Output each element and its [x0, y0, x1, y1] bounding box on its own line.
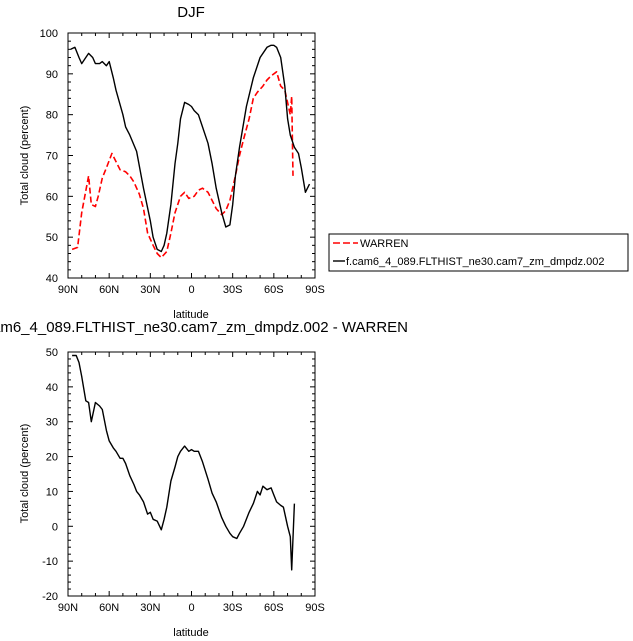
- x-tick-label: 90S: [305, 602, 325, 614]
- difference-plot-frame: [67, 351, 316, 597]
- x-tick-label: 30N: [140, 284, 160, 296]
- djf-x-axis-label: latitude: [173, 309, 208, 321]
- y-tick-label: 20: [46, 452, 58, 464]
- legend-label-model: f.cam6_4_089.FLTHIST_ne30.cam7_zm_dmpdz.…: [346, 256, 604, 268]
- difference-panel: am6_4_089.FLTHIST_ne30.cam7_zm_dmpdz.002…: [0, 319, 408, 639]
- djf-plot-frame: [67, 32, 316, 279]
- legend-box: [328, 233, 629, 272]
- y-tick-label: 100: [40, 28, 58, 40]
- x-tick-label: 90N: [58, 602, 78, 614]
- series-line-difference: [72, 354, 296, 571]
- difference-data-lines: [72, 354, 296, 571]
- difference-axis-ticks: 90N 60N 30N 0 30S 60S 90S -20 -10 0 10 20 30 40 50: [42, 347, 325, 614]
- legend-label-warren: WARREN: [360, 238, 409, 250]
- x-tick-label: 0: [188, 284, 194, 296]
- x-tick-label: 30N: [140, 602, 160, 614]
- djf-data-lines: [70, 44, 311, 259]
- legend: WARREN f.cam6_4_089.FLTHIST_ne30.cam7_zm…: [328, 233, 629, 272]
- series-line-f-cam6-4-089-flthist-ne30-cam7-zm-dmpdz-002: [70, 44, 311, 253]
- y-tick-label: 70: [46, 151, 58, 163]
- x-tick-label: 60S: [264, 284, 284, 296]
- y-tick-label: -20: [42, 591, 58, 603]
- y-tick-label: 60: [46, 191, 58, 203]
- y-tick-label: 40: [46, 273, 58, 285]
- y-tick-label: 30: [46, 417, 58, 429]
- y-tick-label: 10: [46, 486, 58, 498]
- y-tick-label: 90: [46, 69, 58, 81]
- x-tick-label: 60N: [99, 602, 119, 614]
- y-tick-label: -10: [42, 556, 58, 568]
- x-tick-label: 60N: [99, 284, 119, 296]
- difference-x-axis-label: latitude: [173, 627, 208, 639]
- y-tick-label: 50: [46, 347, 58, 359]
- y-tick-label: 50: [46, 232, 58, 244]
- djf-chart-title: DJF: [177, 4, 205, 21]
- y-tick-label: 0: [52, 521, 58, 533]
- x-tick-label: 90N: [58, 284, 78, 296]
- y-tick-label: 40: [46, 382, 58, 394]
- difference-chart-title: am6_4_089.FLTHIST_ne30.cam7_zm_dmpdz.002…: [0, 319, 408, 336]
- x-tick-label: 30S: [223, 284, 243, 296]
- x-tick-label: 0: [188, 602, 194, 614]
- x-tick-label: 60S: [264, 602, 284, 614]
- djf-y-axis-label: Total cloud (percent): [19, 106, 31, 206]
- y-tick-label: 80: [46, 110, 58, 122]
- series-line-warren: [71, 71, 294, 259]
- x-tick-label: 30S: [223, 602, 243, 614]
- difference-y-axis-label: Total cloud (percent): [19, 424, 31, 524]
- djf-panel: DJF Total cloud (percent) latitude 90N 60…: [19, 4, 325, 321]
- x-tick-label: 90S: [305, 284, 325, 296]
